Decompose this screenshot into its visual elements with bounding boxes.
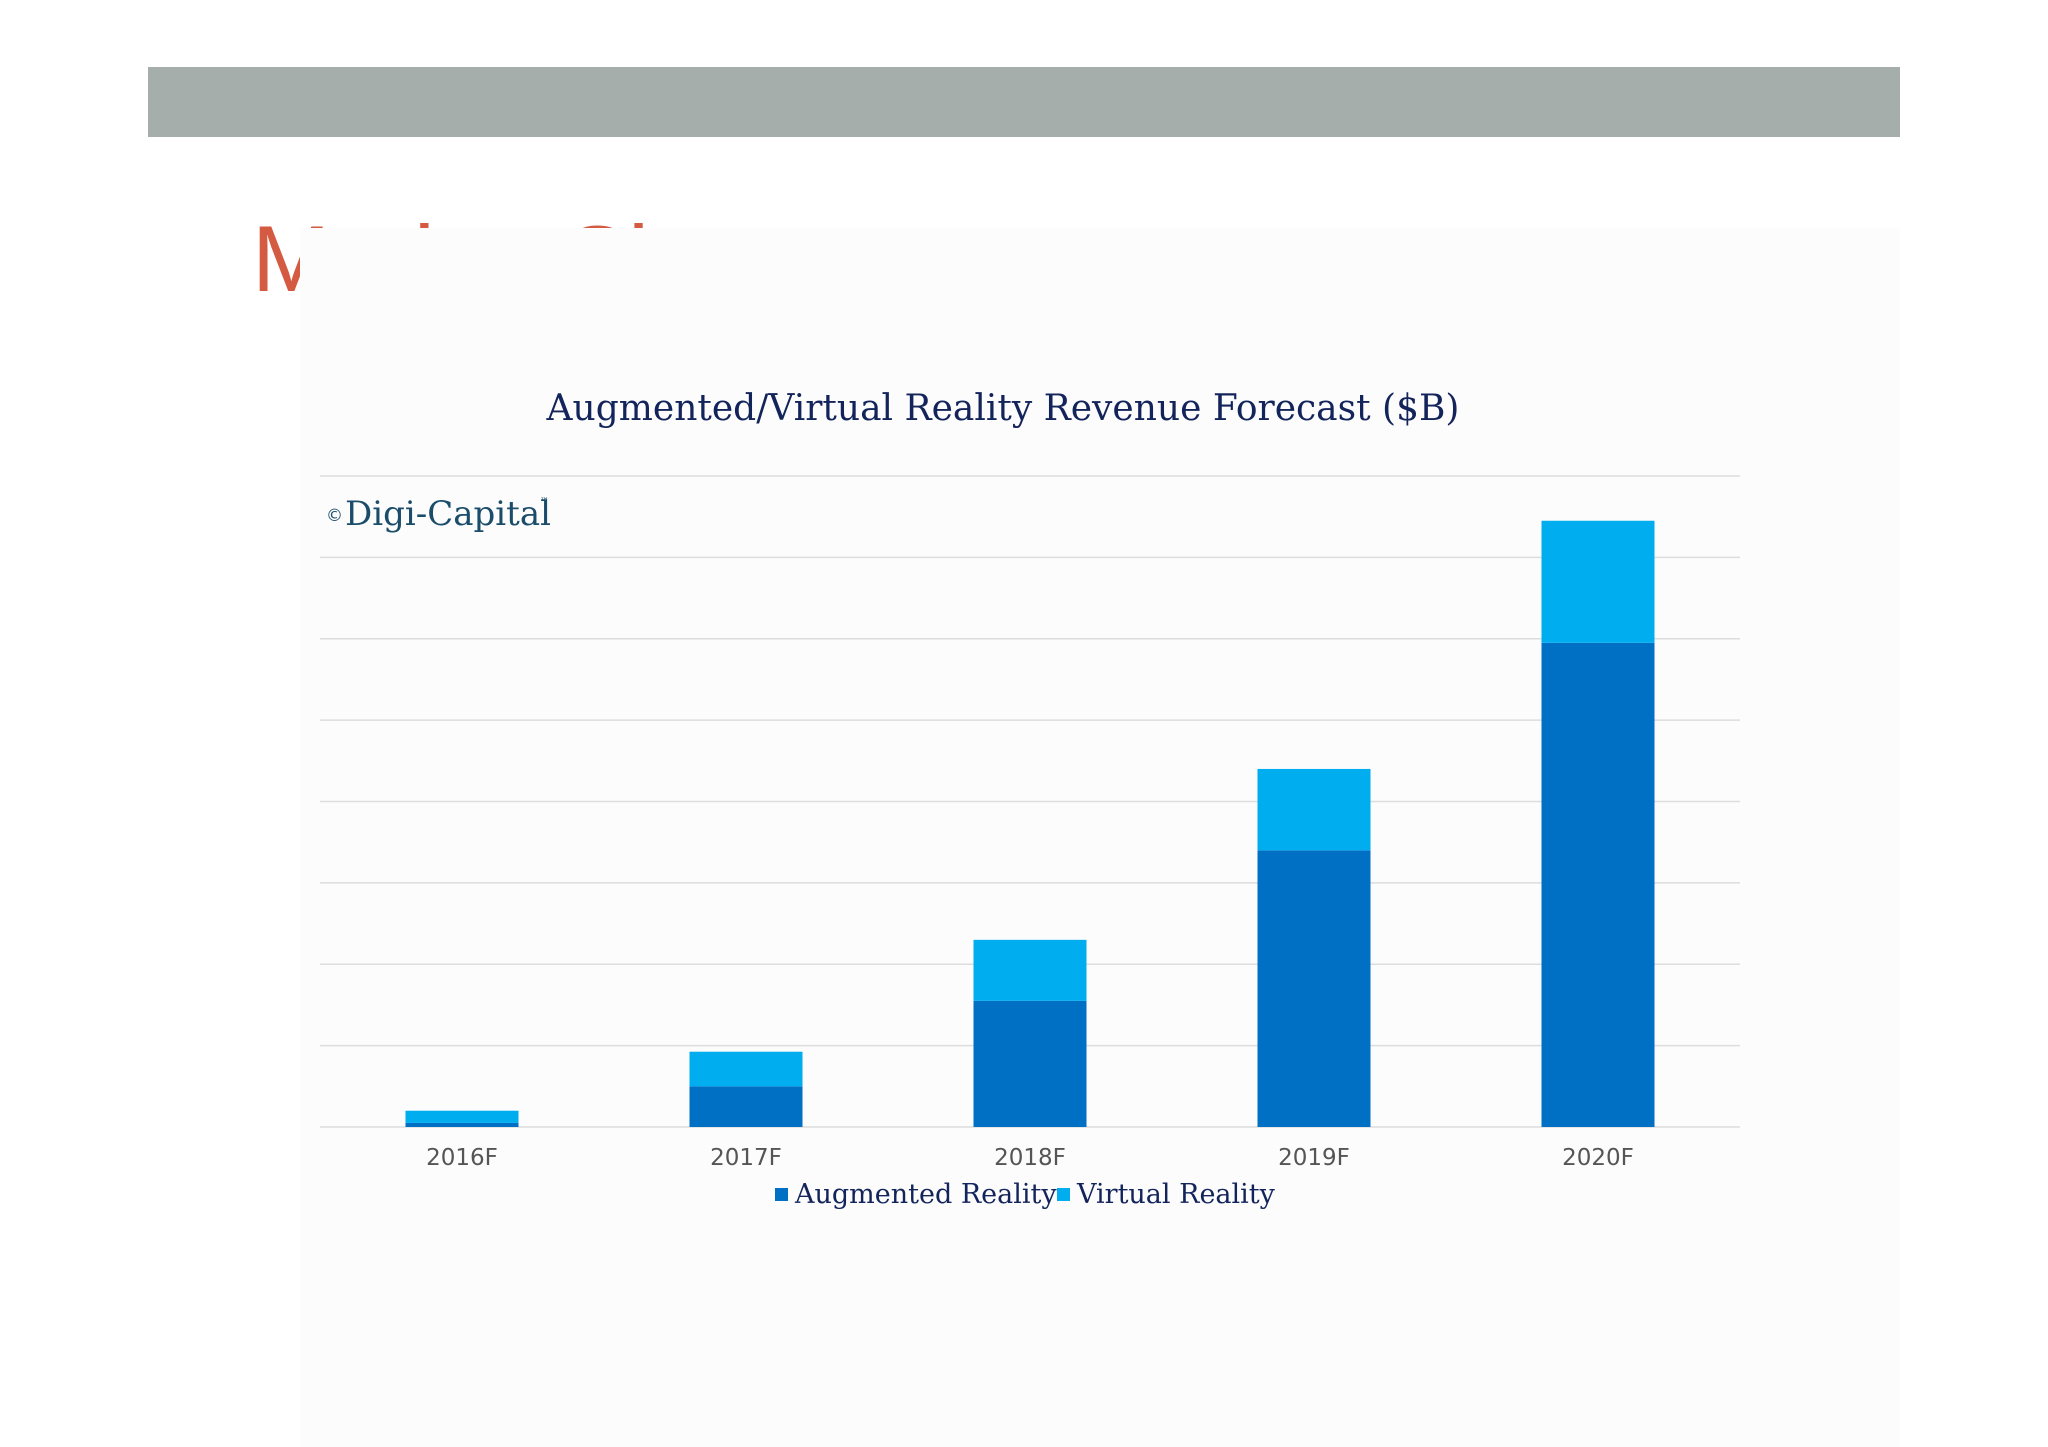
legend-swatch <box>1057 1188 1070 1201</box>
x-axis: 2016F 2017F 2018F 2019F 2020F <box>426 1145 1634 1171</box>
bar-virtual-reality-2017F <box>689 1051 803 1087</box>
bar-virtual-reality-2018F <box>973 939 1087 1001</box>
bar-augmented-reality-2020F <box>1541 642 1655 1127</box>
bar-augmented-reality-2018F <box>973 1000 1087 1127</box>
x-tick-label: 2016F <box>426 1145 498 1171</box>
legend: Augmented Reality Virtual Reality <box>775 1179 1276 1210</box>
legend-swatch <box>775 1188 788 1201</box>
chart-panel: Augmented/Virtual Reality Revenue Foreca… <box>300 228 1900 1447</box>
bar-virtual-reality-2016F <box>405 1110 519 1123</box>
digi-capital-logo: © Digi-Capital ™ <box>326 494 551 534</box>
bar-augmented-reality-2017F <box>689 1086 803 1127</box>
x-tick-label: 2020F <box>1562 1145 1634 1171</box>
chart-title: Augmented/Virtual Reality Revenue Foreca… <box>546 388 1460 429</box>
legend-label: Augmented Reality <box>794 1179 1057 1210</box>
x-tick-label: 2017F <box>710 1145 782 1171</box>
bar-augmented-reality-2019F <box>1257 850 1371 1127</box>
header-band <box>148 67 1900 137</box>
bars <box>405 520 1655 1127</box>
stacked-bar-chart: Augmented/Virtual Reality Revenue Foreca… <box>320 388 1740 1210</box>
trademark-mark: ™ <box>540 497 549 507</box>
logo-name: Digi-Capital <box>345 494 551 534</box>
bar-virtual-reality-2019F <box>1257 768 1371 851</box>
copyright-mark: © <box>326 506 343 526</box>
bar-virtual-reality-2020F <box>1541 520 1655 643</box>
bar-augmented-reality-2016F <box>405 1122 519 1127</box>
legend-label: Virtual Reality <box>1076 1179 1276 1210</box>
x-tick-label: 2019F <box>1278 1145 1350 1171</box>
x-tick-label: 2018F <box>994 1145 1066 1171</box>
